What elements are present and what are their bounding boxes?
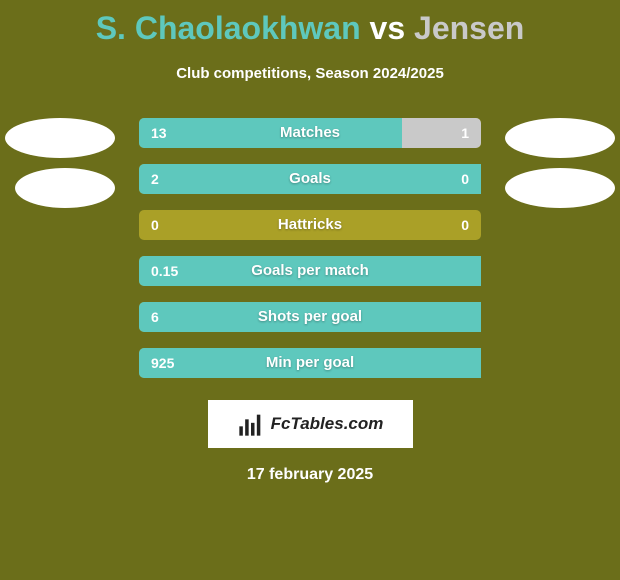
player1-name: S. Chaolaokhwan (96, 10, 361, 46)
comparison-title: S. Chaolaokhwan vs Jensen (0, 0, 620, 47)
stat-label: Goals (139, 164, 481, 194)
stat-bar-track: Min per goal925 (139, 348, 481, 378)
stat-value-left: 2 (151, 164, 159, 194)
stat-label: Matches (139, 118, 481, 148)
stat-value-left: 6 (151, 302, 159, 332)
stat-row: Min per goal925 (139, 348, 481, 378)
stat-row: Goals per match0.15 (139, 256, 481, 286)
comparison-date: 17 february 2025 (0, 466, 620, 484)
stat-value-left: 925 (151, 348, 174, 378)
stat-row: Matches13 1 (139, 118, 481, 148)
stat-value-left: 0 (151, 210, 159, 240)
stat-bar-track: Goals per match0.15 (139, 256, 481, 286)
player1-club-placeholder (15, 168, 115, 208)
player1-avatar-placeholder (5, 118, 115, 158)
stat-bar-track: Matches13 1 (139, 118, 481, 148)
stat-value-right: 0 (461, 210, 469, 240)
stat-bar-track: Goals2 0 (139, 164, 481, 194)
stat-bar-track: Hattricks0 0 (139, 210, 481, 240)
logo-text: FcTables.com (271, 414, 384, 434)
stat-label: Shots per goal (139, 302, 481, 332)
stat-row: Shots per goal6 (139, 302, 481, 332)
subtitle: Club competitions, Season 2024/2025 (0, 65, 620, 82)
stat-value-left: 0.15 (151, 256, 178, 286)
player2-name: Jensen (414, 10, 524, 46)
stat-row: Hattricks0 0 (139, 210, 481, 240)
player2-club-placeholder (505, 168, 615, 208)
chart-icon (237, 410, 265, 438)
stat-value-left: 13 (151, 118, 167, 148)
stat-label: Goals per match (139, 256, 481, 286)
logo-box[interactable]: FcTables.com (208, 400, 413, 448)
stat-label: Min per goal (139, 348, 481, 378)
vs-text: vs (370, 10, 406, 46)
stat-label: Hattricks (139, 210, 481, 240)
stat-value-right: 1 (461, 118, 469, 148)
stat-bar-track: Shots per goal6 (139, 302, 481, 332)
player2-avatar-placeholder (505, 118, 615, 158)
stat-row: Goals2 0 (139, 164, 481, 194)
stat-value-right: 0 (461, 164, 469, 194)
